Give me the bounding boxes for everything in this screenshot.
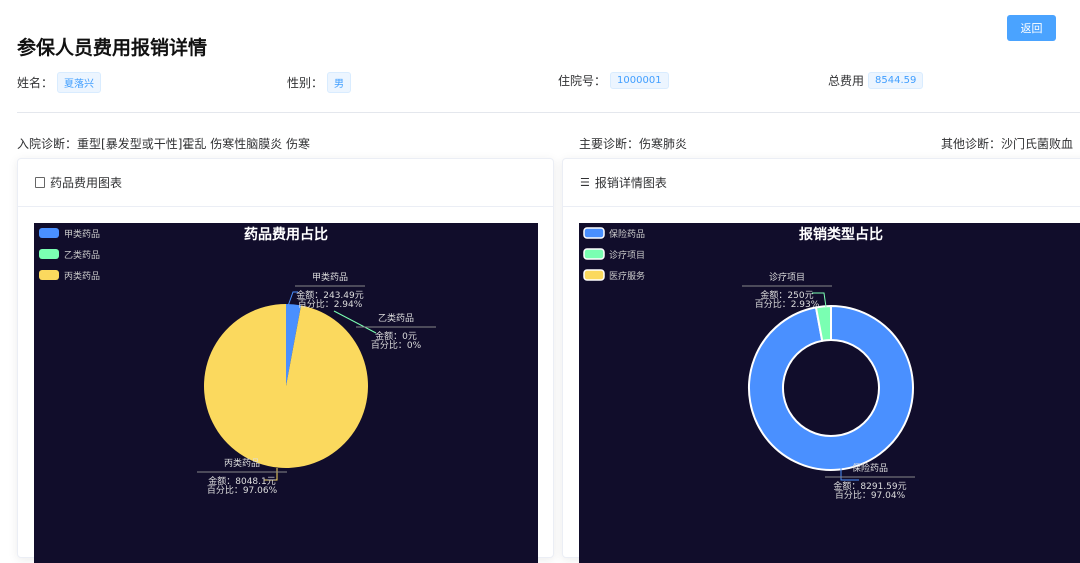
legend-label: 医疗服务 [609, 270, 645, 282]
divider [17, 112, 1080, 113]
label-line [840, 466, 859, 481]
card-title: 报销详情图表 [594, 176, 667, 190]
label-amount: 金额：8291.59元 [833, 480, 906, 492]
label-percent: 百分比：97.06% [207, 484, 278, 496]
label-percent: 百分比：97.04% [835, 489, 906, 501]
label-percent: 百分比：2.93% [755, 298, 820, 310]
pie-slice [814, 304, 832, 342]
label-amount: 金额：0元 [375, 330, 417, 342]
admit-diagnosis: 入院诊断：重型[暴发型或干性]霍乱 伤寒性脑膜炎 伤寒 [17, 135, 310, 152]
label-amount: 金额：250元 [760, 289, 813, 301]
pie-slice [748, 304, 914, 471]
back-button[interactable]: 返回 [1007, 15, 1056, 41]
total-label: 总费用 [828, 74, 865, 88]
label-name: 诊疗项目 [769, 271, 805, 283]
total-tag: 8544.59 [868, 72, 924, 89]
legend-label: 保险药品 [609, 228, 645, 240]
card-header: 药品费用图表 [18, 159, 553, 207]
main-diagnosis-value: 伤寒肺炎 [639, 137, 688, 151]
label-amount: 金额：8048.1元 [208, 475, 276, 487]
legend-swatch [39, 249, 59, 259]
other-diagnosis-value: 沙门氏菌败血 [1001, 137, 1074, 151]
total-field: 总费用 8544.59 [828, 72, 924, 89]
sliders-icon: ☰ [580, 176, 590, 189]
label-line [812, 292, 827, 308]
name-tag: 夏落兴 [57, 72, 102, 93]
label-percent: 百分比：0% [371, 339, 422, 351]
gender-tag: 男 [327, 72, 352, 93]
reimbursement-card: ☰ 报销详情图表 报销类型占比 保险药品 诊疗项目 医疗服务 保险药品 金额：8291.59… [562, 158, 1080, 563]
main-diagnosis: 主要诊断：伤寒肺炎 [579, 135, 687, 152]
label-percent: 百分比：2.94% [298, 298, 363, 310]
card-header: ☰ 报销详情图表 [563, 159, 1080, 207]
admit-diagnosis-label: 入院诊断： [17, 137, 78, 151]
legend-label: 诊疗项目 [609, 249, 645, 261]
admit-diagnosis-value: 重型[暴发型或干性]霍乱 伤寒性脑膜炎 伤寒 [77, 137, 311, 151]
pie-slice [203, 304, 368, 468]
main-diagnosis-label: 主要诊断： [579, 137, 640, 151]
legend-swatch [39, 228, 59, 238]
label-name: 丙类药品 [224, 457, 260, 469]
admission-tag: 1000001 [610, 72, 669, 89]
legend-label: 乙类药品 [64, 249, 100, 261]
document-chart-icon [35, 177, 45, 188]
admission-field: 住院号： 1000001 [558, 72, 669, 89]
legend-swatch [39, 270, 59, 280]
label-amount: 金额：243.49元 [296, 289, 364, 301]
name-label: 姓名： [17, 76, 54, 90]
legend-label: 丙类药品 [64, 270, 100, 282]
admission-label: 住院号： [558, 74, 607, 88]
page-title: 参保人员费用报销详情 [17, 37, 208, 59]
drug-cost-chart: 药品费用占比 甲类药品 乙类药品 丙类药品 甲类药品 金额：243.49元 百分比：2.94… [34, 223, 538, 563]
legend-swatch [583, 269, 605, 281]
reimbursement-chart: 报销类型占比 保险药品 诊疗项目 医疗服务 保险药品 金额：8291.59元 百分比：97.… [579, 223, 1080, 563]
label-name: 乙类药品 [378, 312, 414, 324]
other-diagnosis-label: 其他诊断： [941, 137, 1002, 151]
pie-slice [286, 304, 302, 386]
drug-cost-card: 药品费用图表 药品费用占比 甲类药品 乙类药品 丙类药品 甲类药品 金额：243.49元百… [17, 158, 554, 563]
chart-title: 报销类型占比 [799, 226, 883, 243]
gender-field: 性别：男 [287, 72, 352, 93]
legend-swatch [583, 248, 605, 260]
name-field: 姓名： 夏落兴 [17, 72, 102, 93]
label-name: 保险药品 [852, 462, 888, 474]
legend-swatch [583, 227, 605, 239]
other-diagnosis: 其他诊断：沙门氏菌败血 [941, 135, 1073, 152]
chart-title: 药品费用占比 [244, 226, 328, 243]
label-line [287, 291, 298, 307]
card-title: 药品费用图表 [50, 176, 123, 190]
label-line [333, 310, 377, 334]
gender-label: 性别： [287, 76, 324, 90]
label-name: 甲类药品 [312, 271, 348, 283]
legend-label: 甲类药品 [64, 228, 100, 240]
